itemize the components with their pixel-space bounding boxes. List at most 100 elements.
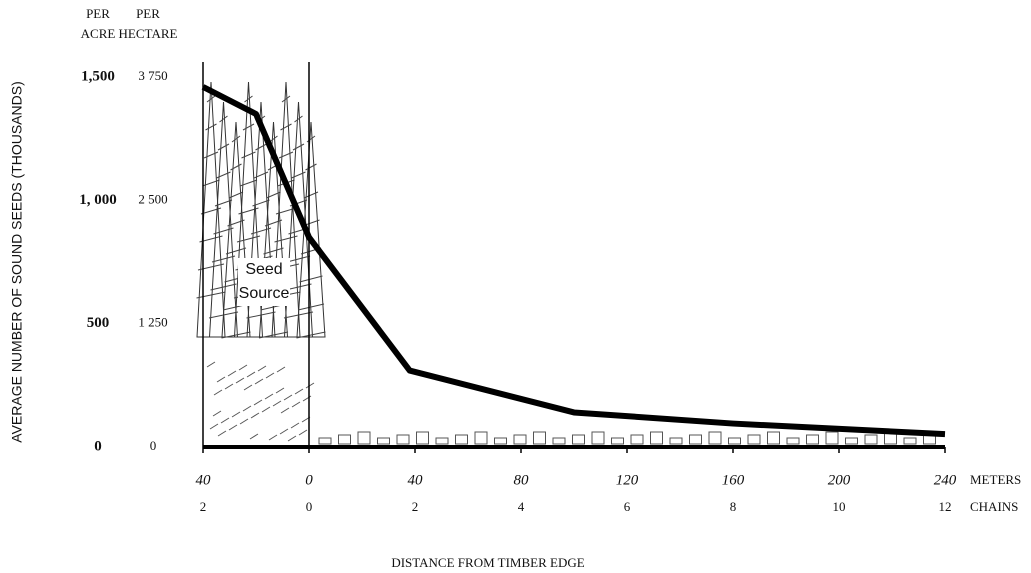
x2-unit-label: CHAINS: [970, 499, 1018, 514]
brush: [262, 407, 270, 412]
stump: [690, 435, 702, 444]
x2-tick-label: 0: [306, 499, 313, 514]
branch: [306, 164, 317, 170]
branch: [211, 284, 237, 290]
y-tick-label: 1, 000: [79, 192, 117, 208]
branch: [212, 256, 235, 262]
y-tick-label: 0: [94, 438, 102, 454]
brush: [229, 425, 237, 430]
branch: [198, 264, 224, 270]
annotation: Seed: [245, 261, 282, 278]
y2-unit-label: HECTARE: [119, 26, 178, 41]
branch: [251, 228, 271, 234]
stump: [378, 438, 390, 444]
stump: [651, 432, 663, 444]
brush: [217, 377, 225, 382]
branch: [226, 248, 246, 254]
x2-tick-label: 4: [518, 499, 525, 514]
branch: [218, 144, 229, 150]
x-tick-label: 120: [616, 472, 639, 488]
brush: [281, 408, 289, 413]
stump: [826, 432, 838, 444]
brush: [299, 430, 307, 435]
brush: [265, 394, 273, 399]
stump: [729, 438, 741, 444]
brush: [239, 365, 247, 370]
branch: [282, 96, 290, 102]
branch: [279, 152, 293, 158]
brush: [244, 385, 252, 390]
brush: [280, 429, 288, 434]
stump: [865, 435, 877, 444]
y2-tick-label: 1 250: [138, 315, 167, 330]
stump: [787, 438, 799, 444]
brush: [269, 435, 277, 440]
brush: [255, 379, 263, 384]
stump: [553, 438, 565, 444]
brush: [214, 390, 222, 395]
stump: [319, 438, 331, 444]
x-tick-label: 200: [828, 472, 851, 488]
brush: [240, 419, 248, 424]
branch: [264, 248, 284, 254]
branch: [232, 136, 240, 142]
brush: [306, 383, 314, 388]
x2-tick-label: 2: [412, 499, 419, 514]
branch: [242, 152, 256, 158]
brush: [247, 372, 255, 377]
branch: [206, 124, 217, 130]
brush: [254, 400, 262, 405]
brush: [276, 388, 284, 393]
brush: [218, 431, 226, 436]
stump: [709, 432, 721, 444]
y2-tick-label: 3 750: [138, 68, 167, 83]
x2-tick-label: 12: [939, 499, 952, 514]
brush: [292, 402, 300, 407]
stump: [495, 438, 507, 444]
x2-tick-label: 8: [730, 499, 737, 514]
stump: [768, 432, 780, 444]
branch: [214, 228, 234, 234]
brush: [251, 413, 259, 418]
brush: [225, 384, 233, 389]
stump: [846, 438, 858, 444]
x-tick-label: 40: [196, 472, 212, 488]
stump: [339, 435, 351, 444]
branch: [281, 124, 292, 130]
brush: [295, 389, 303, 394]
seed-source-illustration: [197, 62, 936, 447]
branch: [207, 96, 215, 102]
brush: [291, 423, 299, 428]
brush: [303, 396, 311, 401]
brush: [273, 401, 281, 406]
branch: [245, 96, 253, 102]
brush: [284, 395, 292, 400]
tree: [197, 82, 225, 337]
brush: [207, 362, 215, 367]
stump: [514, 435, 526, 444]
x2-tick-label: 10: [833, 499, 846, 514]
brush: [232, 412, 240, 417]
x-axis-label: DISTANCE FROM TIMBER EDGE: [391, 555, 584, 570]
y-unit-label: ACRE: [81, 26, 116, 41]
stump: [534, 432, 546, 444]
stump: [612, 438, 624, 444]
brush: [210, 424, 218, 429]
stump: [475, 432, 487, 444]
brush: [266, 373, 274, 378]
brush: [243, 406, 251, 411]
chart: AVERAGE NUMBER OF SOUND SEEDS (THOUSANDS…: [0, 0, 1031, 573]
x-tick-label: 240: [934, 472, 957, 488]
branch: [256, 144, 267, 150]
branch: [295, 116, 303, 122]
branch: [197, 292, 226, 298]
x-tick-label: 0: [305, 472, 313, 488]
stump: [436, 438, 448, 444]
stump: [904, 438, 916, 444]
brush: [228, 371, 236, 376]
stump: [748, 435, 760, 444]
branch: [287, 256, 310, 262]
brush: [236, 378, 244, 383]
stump: [397, 435, 409, 444]
branch: [231, 164, 242, 170]
